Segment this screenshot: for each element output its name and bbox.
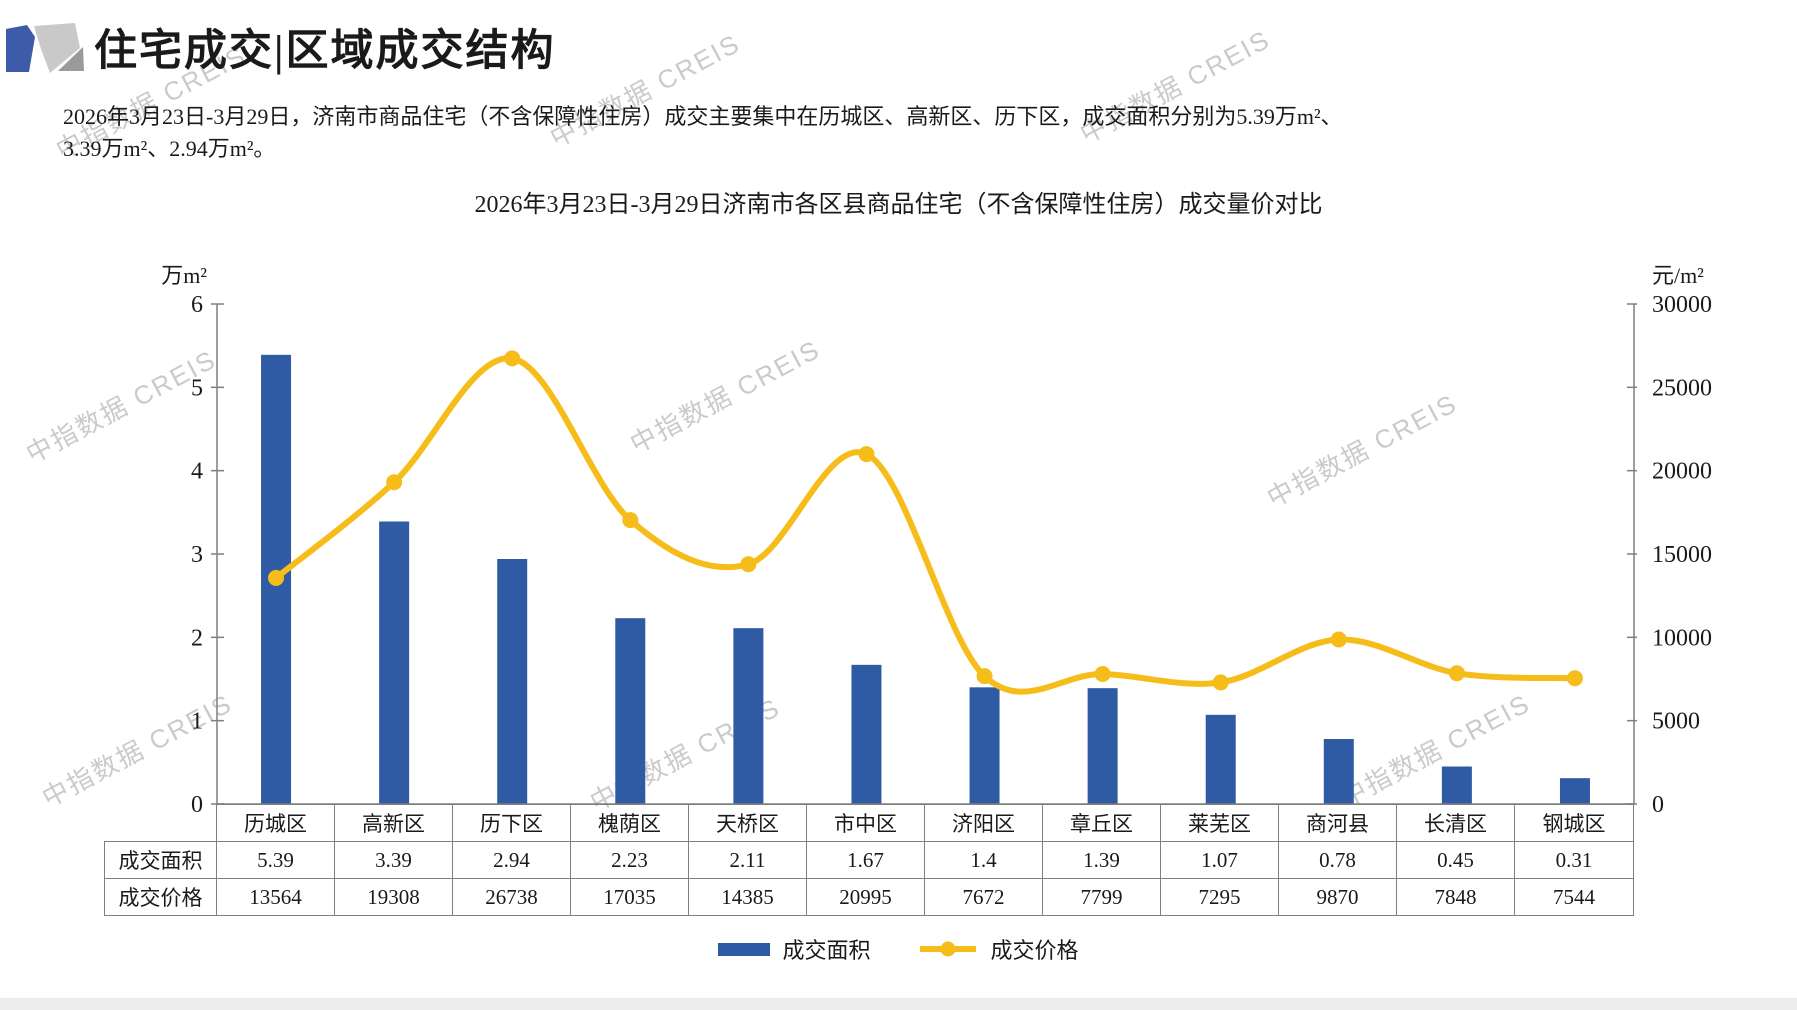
- bar: [1441, 766, 1472, 804]
- creis-logo: [6, 23, 84, 73]
- watermark: 中指数据 CREIS: [20, 343, 222, 470]
- price-marker: [1448, 665, 1465, 682]
- table-price-cell: 7848: [1397, 879, 1515, 915]
- table-area-cell: 0.78: [1279, 842, 1397, 878]
- table-row-label: 成交面积: [105, 842, 217, 878]
- price-marker: [976, 668, 993, 685]
- page-title: 住宅成交|区域成交结构: [94, 28, 556, 75]
- legend-area-swatch: [718, 942, 771, 956]
- summary-line-2: 3.39万m²、2.94万m²。: [63, 136, 276, 161]
- right-axis-tick-label: 25000: [1652, 375, 1712, 401]
- price-line: [273, 355, 1578, 695]
- table-price-cell: 26738: [453, 879, 571, 915]
- table-header-cell: 高新区: [335, 805, 453, 841]
- legend-label-area: 成交面积: [782, 938, 871, 963]
- table-area-cell: 0.31: [1555, 847, 1593, 872]
- watermark: 中指数据 CREIS: [36, 687, 238, 814]
- price-marker: [1094, 666, 1111, 683]
- table-price-cell: 19308: [335, 879, 453, 915]
- table-header-cell: 历下区: [453, 805, 571, 841]
- price-marker: [740, 556, 757, 573]
- legend: 成交面积 成交价格: [0, 933, 1797, 965]
- left-axis-tick-label: 6: [191, 292, 203, 318]
- bar: [1559, 778, 1590, 804]
- right-axis-tick-label: 10000: [1652, 625, 1712, 651]
- table-price-cell: 7544: [1553, 884, 1595, 909]
- table-header-cell: 历城区: [217, 805, 335, 841]
- table-header-cell: 钢城区: [1542, 812, 1606, 836]
- table-price-row: 成交价格 13564 19308 26738 17035 14385 20995 7672 77…: [104, 878, 1634, 916]
- table-price-cell: 17035: [571, 879, 689, 915]
- left-axis-tick-label: 3: [191, 542, 203, 568]
- right-axis-unit-label: 元/m²: [1652, 263, 1704, 288]
- table-price-cell: 13564: [217, 879, 335, 915]
- bar: [261, 354, 292, 804]
- left-axis-tick-label: 0: [191, 792, 203, 818]
- price-marker: [504, 350, 521, 367]
- left-axis-unit-label: 万m²: [161, 263, 207, 288]
- table-price-cell: 7799: [1043, 879, 1161, 915]
- table-header-cell: 莱芜区: [1161, 805, 1279, 841]
- watermark: 中指数据 CREIS: [584, 691, 786, 818]
- summary-line-1: 2026年3月23日-3月29日，济南市商品住宅（不含保障性住房）成交主要集中在…: [63, 104, 1343, 129]
- legend-label-price: 成交价格: [990, 938, 1079, 963]
- table-price-cell: 14385: [689, 879, 807, 915]
- bar: [1205, 714, 1236, 804]
- table-header-cell: 槐荫区: [571, 805, 689, 841]
- watermark: 中指数据 CREIS: [624, 333, 826, 460]
- table-header-cell: 商河县: [1279, 805, 1397, 841]
- table-area-cell: 2.94: [453, 842, 571, 878]
- table-area-cell: 1.07: [1161, 842, 1279, 878]
- table-area-cell: 2.23: [571, 842, 689, 878]
- table-area-cell: 1.67: [807, 842, 925, 878]
- table-header-cell: 市中区: [807, 805, 925, 841]
- watermark: 中指数据 CREIS: [1261, 387, 1463, 514]
- price-marker: [268, 569, 285, 586]
- table-header-cell: 济阳区: [925, 805, 1043, 841]
- price-marker: [622, 512, 639, 529]
- bar: [851, 664, 882, 804]
- legend-price-line-icon: [919, 941, 976, 957]
- table-header-cell: 长清区: [1397, 805, 1515, 841]
- table-area-cell: 3.39: [335, 842, 453, 878]
- table-price-cell: 7672: [925, 879, 1043, 915]
- chart-title: 2026年3月23日-3月29日济南市各区县商品住宅（不含保障性住房）成交量价对…: [474, 192, 1323, 218]
- watermark: 中指数据 CREIS: [1334, 687, 1536, 814]
- table-area-row: 成交面积 5.39 3.39 2.94 2.23 2.11 1.67 1.4 1.39 1.07 0…: [104, 841, 1634, 878]
- table-area-cell: 0.45: [1397, 842, 1515, 878]
- left-axis-tick-label: 4: [191, 459, 203, 485]
- bar: [379, 521, 410, 804]
- right-axis-tick-label: 30000: [1652, 292, 1712, 318]
- table-price-cell: 20995: [807, 879, 925, 915]
- table-header-cell: 天桥区: [689, 805, 807, 841]
- table-header-cell: 章丘区: [1043, 805, 1161, 841]
- table-area-cell: 2.11: [689, 842, 807, 878]
- table-row-label: 成交价格: [105, 879, 217, 915]
- price-marker: [858, 446, 875, 463]
- left-axis-tick-label: 2: [191, 625, 203, 651]
- right-axis-tick-label: 0: [1652, 792, 1664, 818]
- right-axis-tick-label: 20000: [1652, 459, 1712, 485]
- table-price-cell: 9870: [1279, 879, 1397, 915]
- price-marker: [1566, 670, 1583, 687]
- table-area-cell: 1.4: [925, 842, 1043, 878]
- bar: [969, 687, 1000, 804]
- table-area-cell: 1.39: [1043, 842, 1161, 878]
- table-price-cell: 7295: [1161, 879, 1279, 915]
- right-axis-tick-label: 15000: [1652, 542, 1712, 568]
- price-marker: [386, 474, 403, 491]
- table-header-row: 历城区 高新区 历下区 槐荫区 天桥区 市中区 济阳区 章丘区 莱芜区 商河县 长清区 钢城区: [216, 804, 1634, 841]
- right-axis-tick-label: 5000: [1652, 709, 1700, 735]
- price-marker: [1330, 631, 1347, 648]
- table-area-cell: 5.39: [217, 842, 335, 878]
- summary-text: 2026年3月23日-3月29日，济南市商品住宅（不含保障性住房）成交主要集中在…: [63, 101, 1343, 165]
- bar: [497, 559, 528, 804]
- footer-strip: [0, 998, 1797, 1010]
- price-marker: [1212, 674, 1229, 691]
- bar: [1087, 688, 1118, 804]
